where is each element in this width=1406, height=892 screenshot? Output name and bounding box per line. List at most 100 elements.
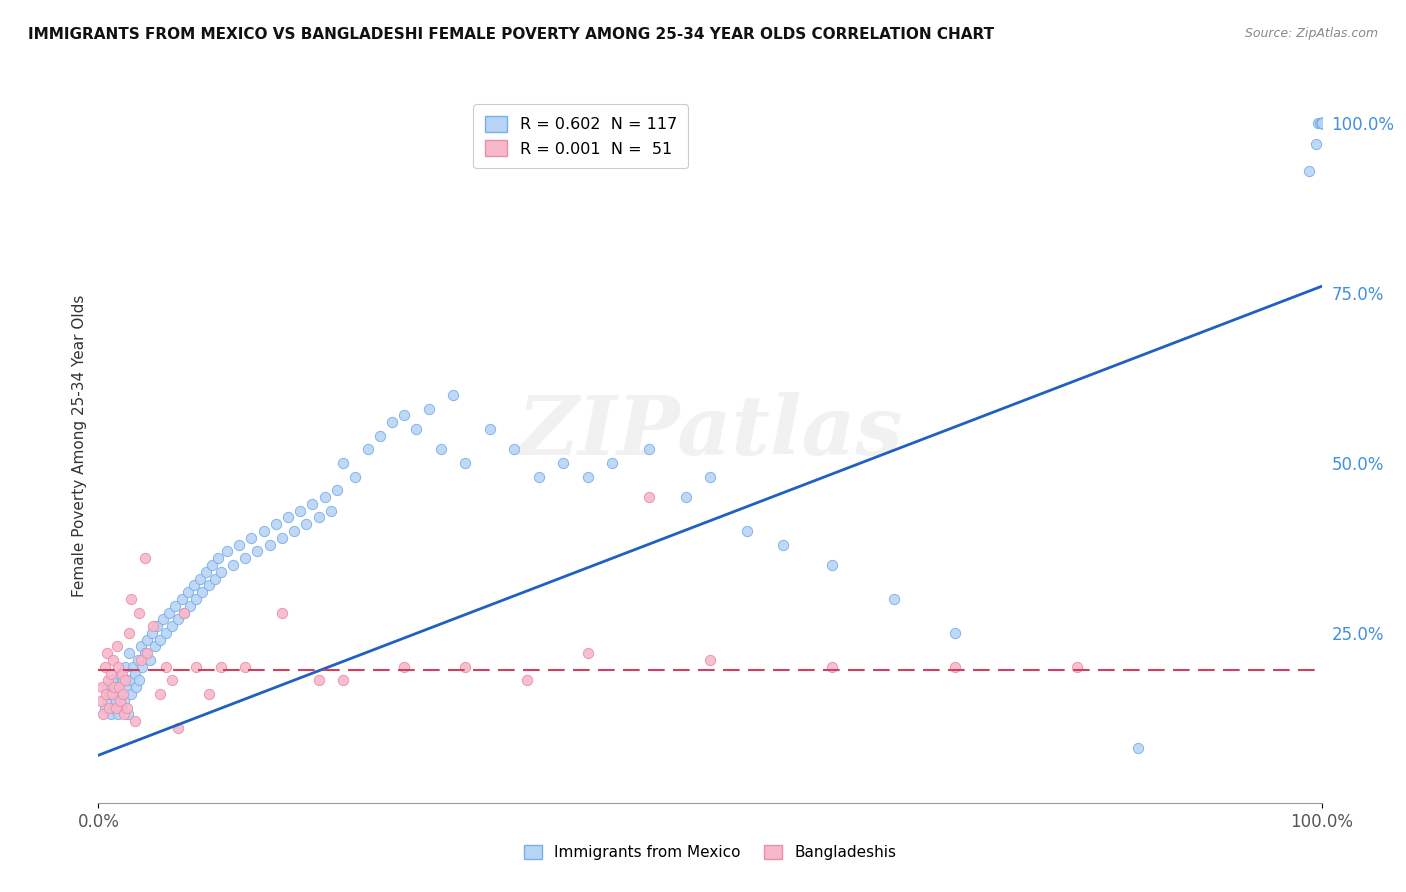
Point [129,653,152,667]
Point [319,503,342,517]
Point [98,687,121,701]
Point [127,653,149,667]
Point [120,591,142,606]
Point [141,626,163,640]
Point [191,585,214,599]
Point [301,497,323,511]
Text: IMMIGRANTS FROM MEXICO VS BANGLADESHI FEMALE POVERTY AMONG 25-34 YEAR OLDS CORRE: IMMIGRANTS FROM MEXICO VS BANGLADESHI FE… [28,27,994,42]
Point [246,544,269,558]
Point [290,503,312,517]
Point [155,626,177,640]
Point [735,524,758,538]
Point [1310,116,1333,130]
Y-axis label: Female Poverty Among 25-34 Year Olds: Female Poverty Among 25-34 Year Olds [72,295,87,597]
Point [478,422,501,436]
Point [1310,116,1333,130]
Point [1310,116,1333,130]
Point [101,653,124,667]
Point [183,578,205,592]
Point [111,673,134,688]
Point [91,680,114,694]
Point [441,388,464,402]
Point [134,551,156,566]
Point [344,469,367,483]
Point [114,660,136,674]
Point [270,531,294,545]
Point [107,660,129,674]
Point [332,673,354,688]
Point [173,606,195,620]
Point [165,599,187,613]
Point [142,619,165,633]
Point [111,700,134,714]
Point [259,537,281,551]
Point [114,673,136,688]
Point [233,551,256,566]
Point [110,687,132,701]
Point [1309,116,1331,130]
Point [125,680,148,694]
Point [883,591,905,606]
Point [186,660,208,674]
Point [699,469,721,483]
Point [173,606,195,620]
Point [128,606,150,620]
Legend: Immigrants from Mexico, Bangladeshis: Immigrants from Mexico, Bangladeshis [517,839,903,866]
Point [96,646,118,660]
Point [1298,163,1320,178]
Point [195,565,218,579]
Point [392,660,416,674]
Point [943,660,966,674]
Point [1310,116,1333,130]
Point [101,687,124,701]
Point [197,578,219,592]
Point [772,537,794,551]
Point [134,646,156,660]
Point [576,469,599,483]
Point [454,456,477,470]
Point [112,694,135,708]
Point [93,700,115,714]
Point [454,660,477,674]
Point [96,680,118,694]
Point [108,666,131,681]
Point [197,687,219,701]
Point [124,666,146,681]
Point [201,558,224,572]
Point [233,660,256,674]
Point [115,680,138,694]
Text: Source: ZipAtlas.com: Source: ZipAtlas.com [1244,27,1378,40]
Point [1128,741,1150,756]
Point [405,422,427,436]
Point [277,510,299,524]
Point [91,707,114,722]
Point [128,673,150,688]
Point [215,544,238,558]
Point [308,673,330,688]
Point [186,591,208,606]
Point [1306,116,1329,130]
Point [283,524,305,538]
Point [149,632,172,647]
Point [418,401,440,416]
Point [152,612,174,626]
Point [167,612,190,626]
Point [129,640,152,654]
Point [112,707,135,722]
Point [943,626,966,640]
Point [111,687,134,701]
Point [103,680,125,694]
Point [356,442,378,457]
Point [103,687,125,701]
Point [121,660,143,674]
Point [160,673,183,688]
Point [120,673,142,688]
Point [107,707,129,722]
Point [209,660,232,674]
Point [157,606,180,620]
Point [97,673,120,688]
Point [368,429,391,443]
Point [207,551,229,566]
Point [821,660,844,674]
Point [228,537,250,551]
